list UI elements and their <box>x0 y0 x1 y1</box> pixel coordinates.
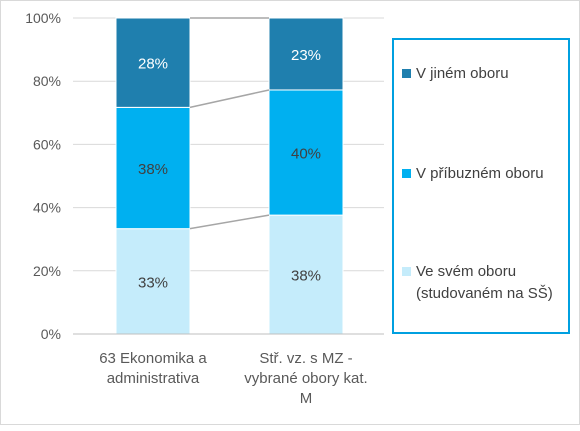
category-label: Stř. vz. s MZ - <box>259 350 352 367</box>
legend-label: V příbuzném oboru <box>416 165 544 182</box>
legend-box <box>392 38 570 334</box>
bar-segment <box>115 17 191 108</box>
legend-label: Ve svém oboru <box>416 263 516 280</box>
y-tick-label: 80% <box>33 73 61 89</box>
legend-swatch <box>402 169 411 178</box>
category-label: vybrané obory kat. <box>244 370 367 387</box>
data-label: 38% <box>291 268 321 285</box>
y-tick-label: 100% <box>25 10 61 26</box>
category-label: 63 Ekonomika a <box>99 350 207 367</box>
data-label: 33% <box>138 274 168 291</box>
data-label: 28% <box>138 56 168 73</box>
data-label: 38% <box>138 161 168 178</box>
data-label: 23% <box>291 47 321 64</box>
series-line <box>189 89 270 109</box>
legend-label: V jiném oboru <box>416 65 509 82</box>
category-label: M <box>300 390 313 407</box>
bar-segment <box>268 17 344 91</box>
series-line <box>189 214 270 230</box>
legend-swatch <box>402 69 411 78</box>
bar-segment <box>268 89 344 216</box>
y-tick-label: 20% <box>33 263 61 279</box>
data-label: 40% <box>291 146 321 163</box>
legend-label: (studovaném na SŠ) <box>416 285 553 302</box>
y-tick-label: 60% <box>33 136 61 152</box>
legend-swatch <box>402 267 411 276</box>
y-tick-label: 0% <box>41 326 61 342</box>
y-tick-label: 40% <box>33 200 61 216</box>
bar-segment <box>115 106 191 230</box>
category-label: administrativa <box>107 370 200 387</box>
